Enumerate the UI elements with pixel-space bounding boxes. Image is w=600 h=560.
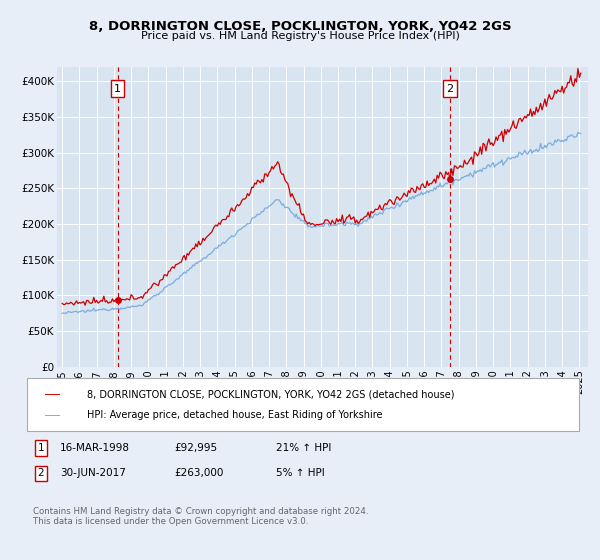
Text: 1: 1: [37, 443, 44, 453]
Text: ——: ——: [45, 409, 60, 422]
Text: 16-MAR-1998: 16-MAR-1998: [60, 443, 130, 453]
Text: Contains HM Land Registry data © Crown copyright and database right 2024.
This d: Contains HM Land Registry data © Crown c…: [33, 507, 368, 526]
Text: HPI: Average price, detached house, East Riding of Yorkshire: HPI: Average price, detached house, East…: [87, 410, 383, 420]
Text: 8, DORRINGTON CLOSE, POCKLINGTON, YORK, YO42 2GS: 8, DORRINGTON CLOSE, POCKLINGTON, YORK, …: [89, 20, 511, 32]
Text: ——: ——: [45, 388, 60, 400]
Text: 2: 2: [37, 468, 44, 478]
Text: 8, DORRINGTON CLOSE, POCKLINGTON, YORK, YO42 2GS (detached house): 8, DORRINGTON CLOSE, POCKLINGTON, YORK, …: [87, 389, 455, 399]
Text: £92,995: £92,995: [174, 443, 217, 453]
Text: 1: 1: [114, 83, 121, 94]
Text: 30-JUN-2017: 30-JUN-2017: [60, 468, 126, 478]
Text: £263,000: £263,000: [174, 468, 223, 478]
Text: Price paid vs. HM Land Registry's House Price Index (HPI): Price paid vs. HM Land Registry's House …: [140, 31, 460, 41]
Text: 5% ↑ HPI: 5% ↑ HPI: [276, 468, 325, 478]
Text: 21% ↑ HPI: 21% ↑ HPI: [276, 443, 331, 453]
Text: 2: 2: [446, 83, 454, 94]
